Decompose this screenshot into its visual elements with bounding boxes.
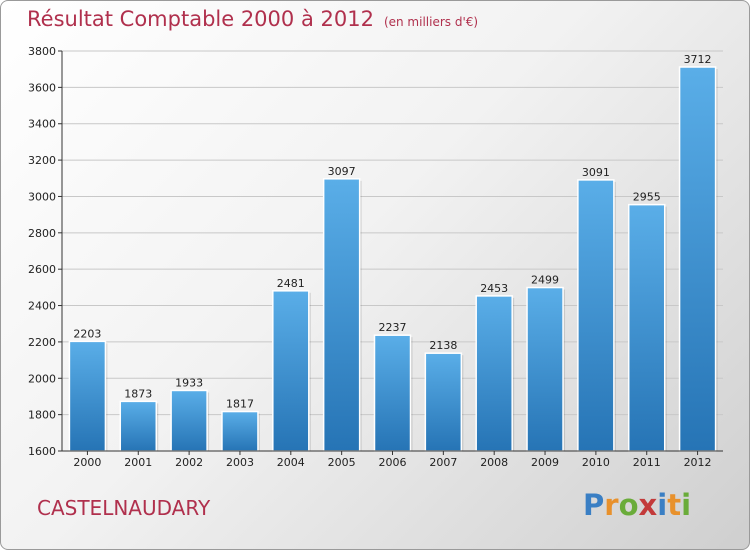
value-label: 2955 xyxy=(633,191,661,204)
y-tick-label: 1600 xyxy=(28,445,56,458)
value-label: 2138 xyxy=(429,339,457,352)
value-label: 1933 xyxy=(175,376,203,389)
y-tick-label: 2200 xyxy=(28,336,56,349)
logo-letter: P xyxy=(583,488,605,522)
proxiti-logo: Proxiti xyxy=(583,488,691,522)
y-tick-label: 2600 xyxy=(28,263,56,276)
x-tick-label: 2000 xyxy=(73,456,101,469)
y-tick-label: 2000 xyxy=(28,372,56,385)
x-tick-label: 2009 xyxy=(531,456,559,469)
logo-letter: t xyxy=(667,488,682,522)
y-tick-label: 3200 xyxy=(28,154,56,167)
x-tick-label: 2011 xyxy=(633,456,661,469)
bar-2010 xyxy=(577,179,615,452)
value-label: 1817 xyxy=(226,398,254,411)
value-label: 2237 xyxy=(379,321,407,334)
x-tick-label: 2007 xyxy=(429,456,457,469)
bar-2005 xyxy=(322,178,361,452)
y-tick-label: 3000 xyxy=(28,190,56,203)
value-label: 3712 xyxy=(684,53,712,66)
value-label: 2453 xyxy=(480,282,508,295)
value-label: 2203 xyxy=(73,327,101,340)
bar-2009 xyxy=(526,286,564,452)
y-tick-label: 2800 xyxy=(28,227,56,240)
y-tick-label: 3400 xyxy=(28,118,56,131)
x-tick-label: 2005 xyxy=(328,456,356,469)
value-label: 1873 xyxy=(124,387,152,400)
y-tick-label: 3600 xyxy=(28,81,56,94)
chart-title: Résultat Comptable 2000 à 2012 (en millie… xyxy=(27,7,478,31)
x-tick-label: 2004 xyxy=(277,456,305,469)
value-label: 3097 xyxy=(328,165,356,178)
bar-2008 xyxy=(475,295,513,452)
commune-name: CASTELNAUDARY xyxy=(37,496,211,520)
value-label: 2481 xyxy=(277,277,305,290)
y-tick-label: 2400 xyxy=(28,300,56,313)
logo-letter: i xyxy=(681,488,692,522)
bar-2001 xyxy=(119,400,158,452)
logo-letter: x xyxy=(638,488,658,522)
chart-title-unit: (en milliers d'€) xyxy=(383,15,479,29)
bar-2002 xyxy=(170,389,208,452)
value-label: 2499 xyxy=(531,274,559,287)
logo-letter: o xyxy=(618,488,639,522)
value-label: 3091 xyxy=(582,166,610,179)
bar-2011 xyxy=(627,203,666,452)
bar-2003 xyxy=(221,410,259,452)
x-tick-label: 2012 xyxy=(684,456,712,469)
x-tick-label: 2002 xyxy=(175,456,203,469)
x-tick-label: 2003 xyxy=(226,456,254,469)
bar-2004 xyxy=(272,290,310,452)
y-tick-label: 1800 xyxy=(28,409,56,422)
x-tick-label: 2010 xyxy=(582,456,610,469)
logo-letter: i xyxy=(657,488,668,522)
x-tick-label: 2001 xyxy=(124,456,152,469)
logo-letter: r xyxy=(604,488,619,522)
bar-2012 xyxy=(678,66,717,452)
bar-2007 xyxy=(424,352,463,452)
x-tick-label: 2006 xyxy=(379,456,407,469)
bar-2006 xyxy=(373,334,412,452)
x-tick-label: 2008 xyxy=(480,456,508,469)
y-tick-label: 3800 xyxy=(28,45,56,58)
bar-2000 xyxy=(68,340,107,452)
chart-title-main: Résultat Comptable 2000 à 2012 xyxy=(27,7,374,31)
